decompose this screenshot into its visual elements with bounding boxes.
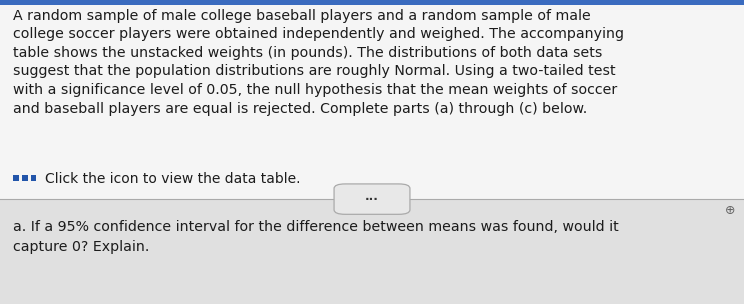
- Bar: [13, 179, 19, 181]
- Bar: [0, 5, 744, 199]
- Text: A random sample of male college baseball players and a random sample of male
col: A random sample of male college baseball…: [13, 9, 623, 116]
- Bar: [31, 175, 36, 177]
- Text: a. If a 95% confidence interval for the difference between means was found, woul: a. If a 95% confidence interval for the …: [13, 220, 618, 254]
- Bar: [31, 179, 36, 181]
- Bar: [22, 179, 28, 181]
- Text: ⊕: ⊕: [725, 204, 735, 217]
- Text: ···: ···: [365, 193, 379, 206]
- Bar: [0, 199, 744, 304]
- FancyBboxPatch shape: [334, 184, 410, 214]
- Bar: [31, 177, 36, 179]
- Text: Click the icon to view the data table.: Click the icon to view the data table.: [45, 172, 301, 186]
- Bar: [22, 175, 28, 177]
- Bar: [13, 177, 19, 179]
- Bar: [0, 0, 744, 5]
- Bar: [13, 175, 19, 177]
- Bar: [22, 177, 28, 179]
